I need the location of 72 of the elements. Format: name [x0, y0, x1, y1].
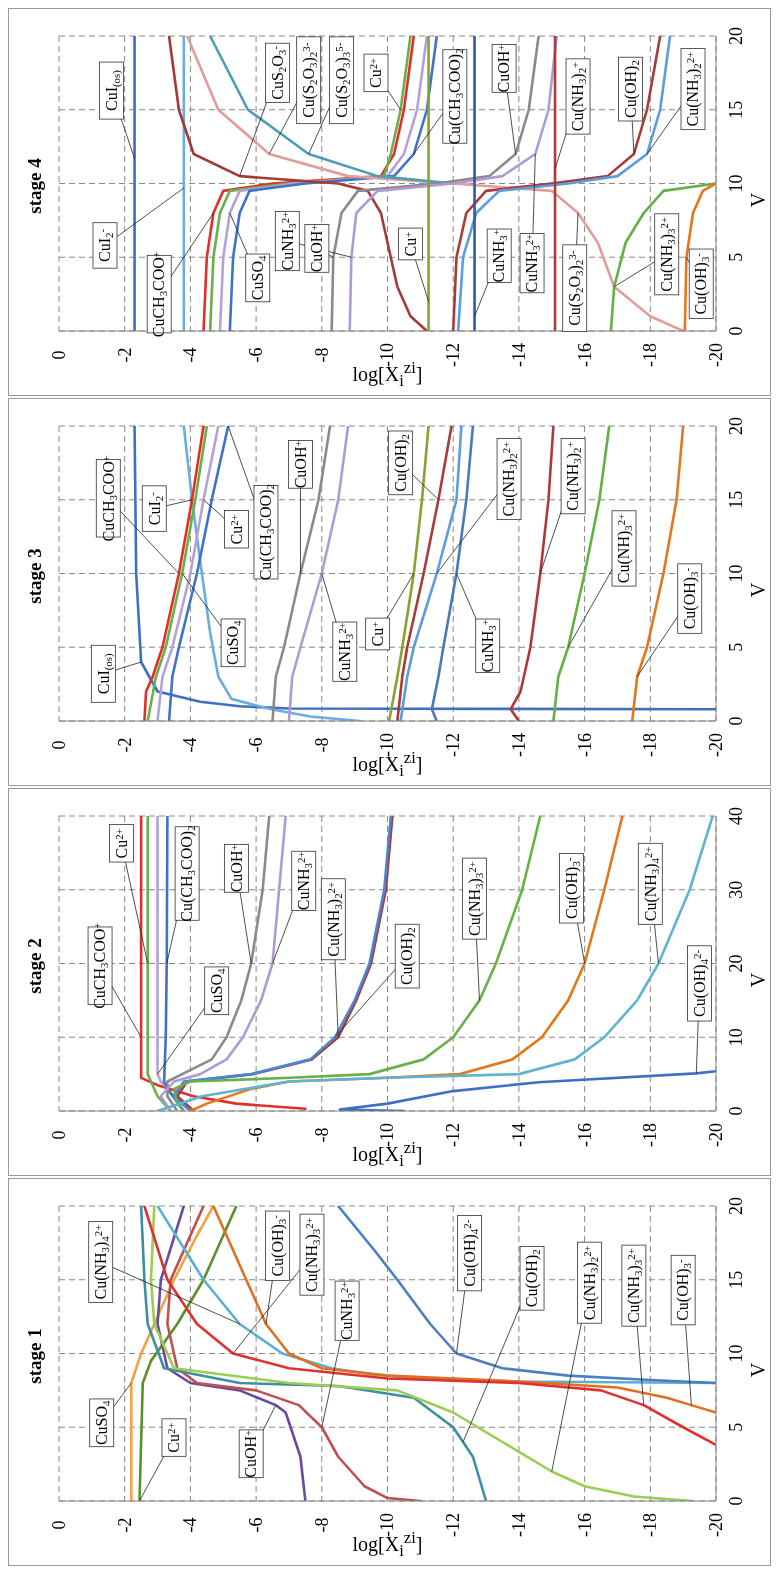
- x-tick-label: -8: [311, 1127, 332, 1143]
- x-tick-label: -18: [640, 1513, 661, 1537]
- x-tick-label: -2: [114, 737, 135, 753]
- y-axis-title: V: [746, 1362, 769, 1378]
- x-tick-label: -10: [377, 1123, 398, 1147]
- y-tick-label: 15: [725, 1270, 746, 1289]
- y-tick-label: 5: [725, 1422, 746, 1432]
- x-tick-label: -14: [508, 733, 529, 757]
- x-tick-label: -8: [311, 1517, 332, 1533]
- y-tick-label: 20: [725, 954, 746, 973]
- x-tick-label: 0: [48, 350, 69, 360]
- x-tick-label: -10: [377, 1513, 398, 1537]
- x-tick-label: -6: [246, 737, 267, 753]
- x-tick-label: -8: [311, 737, 332, 753]
- x-tick-label: -14: [508, 343, 529, 367]
- x-tick-label: -6: [246, 347, 267, 363]
- y-tick-label: 0: [725, 1106, 746, 1116]
- x-tick-label: -2: [114, 1517, 135, 1533]
- x-tick-label: -2: [114, 1127, 135, 1143]
- x-tick-label: -12: [443, 1123, 464, 1147]
- x-tick-label: -4: [180, 1517, 201, 1533]
- text: stage 1: [24, 1328, 46, 1384]
- x-tick-label: -16: [574, 1123, 595, 1147]
- x-tick-label: -14: [508, 1513, 529, 1537]
- y-tick-label: 10: [725, 174, 746, 193]
- x-tick-label: -20: [705, 1123, 726, 1147]
- y-tick-label: 0: [725, 326, 746, 336]
- x-tick-label: -8: [311, 347, 332, 363]
- x-tick-label: -14: [508, 1123, 529, 1147]
- y-tick-label: 15: [725, 100, 746, 119]
- y-axis-title: V: [746, 192, 769, 208]
- x-tick-label: -10: [377, 733, 398, 757]
- y-tick-label: 0: [725, 716, 746, 726]
- x-tick-label: 0: [48, 740, 69, 750]
- x-tick-label: -20: [705, 343, 726, 367]
- y-tick-label: 40: [725, 807, 746, 825]
- x-tick-label: -20: [705, 733, 726, 757]
- y-axis-title: V: [746, 972, 769, 988]
- x-tick-label: -4: [180, 347, 201, 363]
- x-tick-label: -2: [114, 347, 135, 363]
- x-tick-label: 0: [48, 1520, 69, 1530]
- y-tick-label: 10: [725, 564, 746, 583]
- text: stage 2: [24, 938, 46, 994]
- x-tick-label: -18: [640, 1123, 661, 1147]
- y-tick-label: 0: [725, 1496, 746, 1506]
- x-tick-label: -6: [246, 1127, 267, 1143]
- x-tick-label: -12: [443, 343, 464, 367]
- y-tick-label: 10: [725, 1028, 746, 1047]
- y-tick-label: 20: [725, 417, 746, 435]
- y-tick-label: 15: [725, 490, 746, 509]
- x-tick-label: -4: [180, 737, 201, 753]
- y-axis-title: V: [746, 582, 769, 598]
- x-tick-label: -18: [640, 343, 661, 367]
- y-tick-label: 20: [725, 1197, 746, 1215]
- x-tick-label: -16: [574, 343, 595, 367]
- y-tick-label: 5: [725, 642, 746, 652]
- x-tick-label: -12: [443, 733, 464, 757]
- x-tick-label: -6: [246, 1517, 267, 1533]
- text: stage 4: [24, 157, 46, 214]
- x-tick-label: -20: [705, 1513, 726, 1537]
- x-tick-label: -16: [574, 733, 595, 757]
- text: stage 3: [24, 548, 46, 604]
- x-tick-label: -4: [180, 1127, 201, 1143]
- x-tick-label: -10: [377, 343, 398, 367]
- x-tick-label: -16: [574, 1513, 595, 1537]
- x-tick-label: 0: [48, 1130, 69, 1140]
- x-tick-label: -18: [640, 733, 661, 757]
- y-tick-label: 10: [725, 1344, 746, 1363]
- y-tick-label: 30: [725, 880, 746, 899]
- y-tick-label: 20: [725, 27, 746, 45]
- x-tick-label: -12: [443, 1513, 464, 1537]
- y-tick-label: 5: [725, 252, 746, 262]
